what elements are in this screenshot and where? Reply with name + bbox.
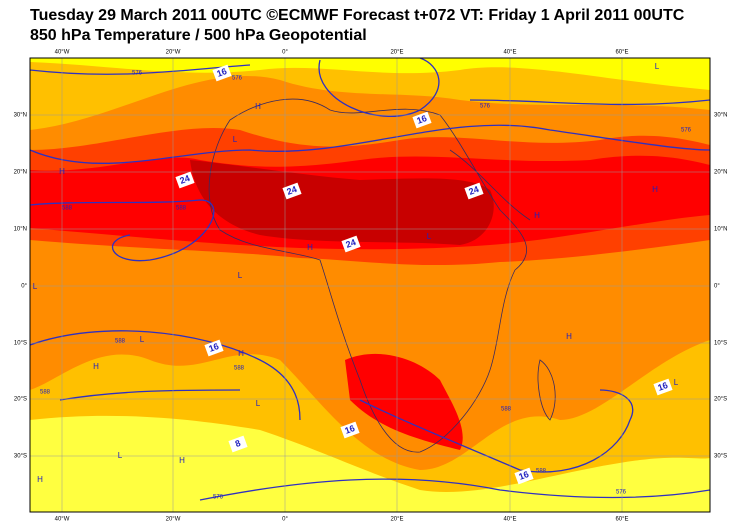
pressure-centre: L bbox=[256, 399, 261, 408]
longitude-label: 20°W bbox=[166, 517, 181, 523]
pressure-centre: L bbox=[140, 335, 145, 344]
latitude-label: 30°N bbox=[14, 113, 27, 119]
frame bbox=[29, 57, 711, 513]
pressure-centre: H bbox=[238, 349, 244, 358]
longitude-label: 0° bbox=[282, 50, 288, 56]
pressure-centre: H bbox=[566, 332, 572, 341]
temperature-label-box bbox=[514, 467, 534, 485]
temperature-label-box bbox=[653, 378, 673, 396]
temperature-label: 16 bbox=[215, 66, 228, 79]
pressure-centre: L bbox=[233, 135, 238, 144]
height-label: 588 bbox=[501, 407, 512, 413]
temperature-label-box bbox=[412, 111, 432, 129]
height-label: 588 bbox=[115, 339, 126, 345]
temperature-label: 24 bbox=[178, 173, 191, 186]
latitude-label: 20°S bbox=[14, 397, 27, 403]
longitude-label: 40°W bbox=[55, 50, 70, 56]
latitude-label: 20°N bbox=[714, 170, 727, 176]
temperature-label-box bbox=[341, 235, 361, 253]
temperature-label-box bbox=[340, 421, 360, 439]
temperature-label: 16 bbox=[207, 341, 220, 354]
temperature-label-box bbox=[175, 171, 195, 189]
pressure-centre: L bbox=[674, 378, 679, 387]
temperature-label: 16 bbox=[656, 380, 669, 393]
height-label: 588 bbox=[62, 206, 73, 212]
longitude-label: 20°W bbox=[166, 50, 181, 56]
temperature-label: 24 bbox=[285, 184, 298, 197]
coastlines bbox=[208, 98, 556, 453]
longitude-label: 60°E bbox=[615, 517, 628, 523]
temperature-label-box bbox=[464, 182, 484, 200]
longitude-label: 40°E bbox=[503, 517, 516, 523]
latitude-label: 30°N bbox=[714, 113, 727, 119]
height-label: 588 bbox=[536, 469, 547, 475]
temperature-label: 24 bbox=[467, 184, 480, 197]
title-line: Tuesday 29 March 2011 00UTC ©ECMWF Forec… bbox=[30, 7, 685, 24]
temperature-label: 16 bbox=[343, 423, 356, 436]
title-line: 850 hPa Temperature / 500 hPa Geopotenti… bbox=[30, 27, 367, 44]
pressure-centre: H bbox=[179, 456, 185, 465]
temperature-label: 16 bbox=[415, 113, 428, 126]
pressure-centre: H bbox=[307, 243, 313, 252]
pressure-centre: H bbox=[652, 185, 658, 194]
pressure-centre: L bbox=[655, 62, 660, 71]
longitude-label: 60°E bbox=[615, 50, 628, 56]
pressure-centre: H bbox=[255, 102, 261, 111]
longitude-label: 20°E bbox=[390, 517, 403, 523]
temperature-label-box bbox=[212, 64, 232, 82]
pressure-centre: L bbox=[33, 282, 38, 291]
longitude-label: 0° bbox=[282, 517, 288, 523]
latitude-label: 10°S bbox=[14, 341, 27, 347]
height-label: 576 bbox=[232, 76, 243, 82]
pressure-centre: H bbox=[93, 362, 99, 371]
height-label: 576 bbox=[480, 104, 491, 110]
latitude-label: 20°S bbox=[714, 397, 727, 403]
latitude-label: 0° bbox=[21, 284, 27, 290]
height-label: 576 bbox=[681, 128, 692, 134]
temperature-label-box bbox=[228, 435, 248, 453]
longitude-label: 20°E bbox=[390, 50, 403, 56]
latitude-label: 10°S bbox=[714, 341, 727, 347]
latitude-label: 10°N bbox=[14, 227, 27, 233]
pressure-centre: L bbox=[427, 232, 432, 241]
latitude-label: 10°N bbox=[714, 227, 727, 233]
pressure-centre: H bbox=[534, 211, 540, 220]
geopotential-contours bbox=[30, 58, 710, 501]
height-label: 576 bbox=[213, 495, 224, 501]
latitude-label: 30°S bbox=[714, 454, 727, 460]
longitude-label: 40°W bbox=[55, 517, 70, 523]
pressure-centre: H bbox=[59, 167, 65, 176]
latitude-label: 20°N bbox=[14, 170, 27, 176]
latitude-label: 30°S bbox=[14, 454, 27, 460]
height-label: 576 bbox=[616, 490, 627, 496]
height-label: 576 bbox=[132, 71, 143, 77]
temperature-label: 16 bbox=[517, 469, 530, 482]
temperature-label: 24 bbox=[344, 237, 357, 250]
temperature-label: 8 bbox=[234, 438, 242, 449]
temperature-label-box bbox=[282, 182, 302, 200]
temperature-label-box bbox=[204, 339, 224, 357]
height-label: 588 bbox=[176, 206, 187, 212]
pressure-centre: L bbox=[238, 271, 243, 280]
graticule bbox=[30, 58, 710, 512]
latitude-label: 0° bbox=[714, 284, 720, 290]
pressure-centre: H bbox=[37, 475, 43, 484]
longitude-label: 40°E bbox=[503, 50, 516, 56]
height-label: 588 bbox=[234, 366, 245, 372]
temperature-field bbox=[30, 58, 710, 512]
pressure-centre: L bbox=[118, 451, 123, 460]
height-label: 588 bbox=[40, 390, 51, 396]
